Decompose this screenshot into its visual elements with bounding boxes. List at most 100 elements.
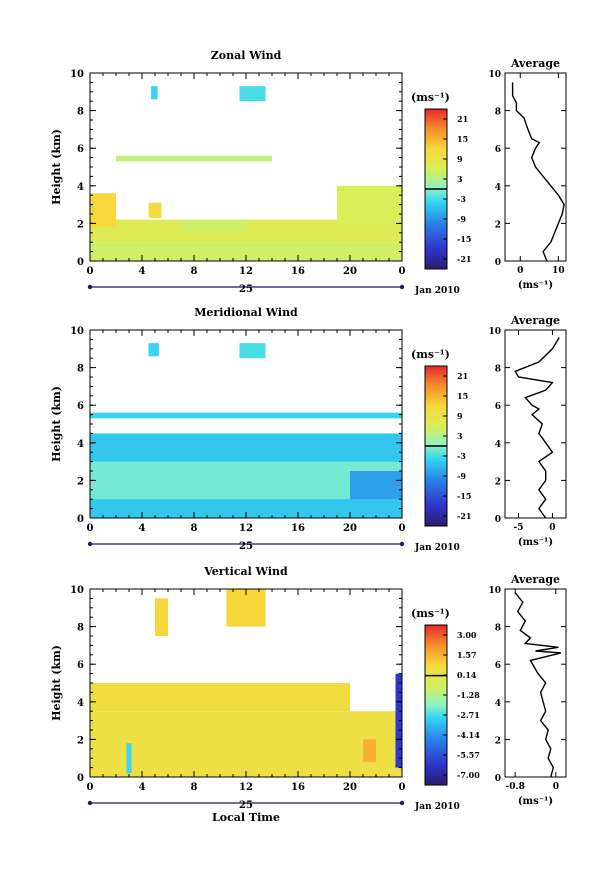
y-tick-label: 4 <box>77 698 84 709</box>
heatmap-cell <box>90 711 402 777</box>
x-tick-label: 20 <box>343 523 357 534</box>
colorbar-tick-label: -5.57 <box>457 750 480 760</box>
date-label: Jan 2010 <box>414 286 460 296</box>
heatmap-cell <box>395 673 402 768</box>
colorbar: (ms⁻¹) 3.00 1.57 0.14 -1.28 -2.71 -4.14 -5.57 -7… <box>411 607 480 786</box>
heatmap-cell <box>90 193 116 228</box>
colorbar-tick-label: -9 <box>457 214 466 224</box>
y-tick-label: 2 <box>77 219 84 230</box>
x-tick-label: 0 <box>399 266 406 277</box>
average-x-tick-label: 0 <box>517 266 523 276</box>
average-x-axis-label: (ms⁻¹) <box>518 537 553 548</box>
colorbar-tick-label: -3 <box>457 451 466 461</box>
x-tick-label: 8 <box>191 523 198 534</box>
heatmap-cell <box>337 185 402 228</box>
heatmap-cell <box>126 743 132 774</box>
average-y-tick-label: 8 <box>495 624 501 634</box>
colorbar-tick-label: 1.57 <box>457 650 476 660</box>
colorbar-tick-label: 9 <box>457 411 463 421</box>
y-tick-label: 10 <box>70 585 84 596</box>
day-label: 25 <box>239 284 253 295</box>
average-y-tick-label: 10 <box>488 327 501 337</box>
average-profile-line <box>514 337 560 519</box>
colorbar-tick-label: -4.14 <box>457 730 480 740</box>
heatmap-cell <box>226 589 266 627</box>
average-y-tick-label: 8 <box>495 108 501 118</box>
colorbar-tick-label: 15 <box>457 134 468 144</box>
date-label: Jan 2010 <box>414 543 460 553</box>
x-tick-label: 8 <box>191 782 198 793</box>
x-tick-label: 4 <box>139 523 146 534</box>
panel-title: Vertical Wind <box>203 565 288 578</box>
x-tick-label: 0 <box>399 782 406 793</box>
average-x-tick-label: -0.8 <box>505 782 524 792</box>
panel-title: Zonal Wind <box>211 49 282 62</box>
heatmap-cell <box>148 343 159 357</box>
average-x-tick-label: 0 <box>549 523 555 533</box>
average-x-tick-label: 10 <box>552 266 565 276</box>
colorbar-tick-label: -3 <box>457 194 466 204</box>
colorbar-tick-label: 3.00 <box>457 630 477 640</box>
average-y-tick-label: 0 <box>495 774 501 784</box>
y-tick-label: 6 <box>77 401 84 412</box>
average-x-tick-label: 0 <box>553 782 559 792</box>
x-tick-label: 0 <box>87 782 94 793</box>
heatmap-cell <box>90 242 402 261</box>
x-tick-label: 12 <box>239 266 253 277</box>
y-tick-label: 8 <box>77 364 84 375</box>
average-y-tick-label: 4 <box>495 183 501 193</box>
y-axis-label: Height (km) <box>50 129 63 205</box>
average-y-tick-label: 8 <box>495 365 501 375</box>
panel-title: Meridional Wind <box>194 306 298 319</box>
heatmap-cell <box>181 219 246 231</box>
y-axis-label: Height (km) <box>50 386 63 462</box>
average-y-tick-label: 2 <box>495 736 501 746</box>
heatmap-cell <box>239 86 266 102</box>
heatmap-cell <box>151 86 158 100</box>
colorbar: (ms⁻¹) 21 15 9 3 -3 -9 -15 -21 <box>411 348 471 527</box>
y-tick-label: 0 <box>77 257 84 268</box>
x-tick-label: 4 <box>139 782 146 793</box>
colorbar-tick-label: 0.14 <box>457 670 477 680</box>
x-tick-label: 20 <box>343 782 357 793</box>
average-y-tick-label: 2 <box>495 220 501 230</box>
x-tick-label: 20 <box>343 266 357 277</box>
day-label: 25 <box>239 541 253 552</box>
colorbar-tick-label: -7.00 <box>457 770 480 780</box>
day-label: 25 <box>239 800 253 811</box>
colorbar-unit: (ms⁻¹) <box>411 91 450 104</box>
y-tick-label: 10 <box>70 69 84 80</box>
heatmap-cell <box>239 343 266 359</box>
x-tick-label: 8 <box>191 266 198 277</box>
average-x-axis-label: (ms⁻¹) <box>518 280 553 291</box>
average-y-tick-label: 0 <box>495 515 501 525</box>
colorbar-tick-label: -2.71 <box>457 710 480 720</box>
colorbar-unit: (ms⁻¹) <box>411 607 450 620</box>
y-tick-label: 0 <box>77 514 84 525</box>
average-y-tick-label: 6 <box>495 661 501 671</box>
y-axis-label: Height (km) <box>50 645 63 721</box>
y-tick-label: 6 <box>77 144 84 155</box>
y-tick-label: 6 <box>77 660 84 671</box>
average-y-tick-label: 0 <box>495 258 501 268</box>
x-tick-label: 0 <box>87 523 94 534</box>
average-y-tick-label: 2 <box>495 477 501 487</box>
y-tick-label: 10 <box>70 326 84 337</box>
colorbar-tick-label: 3 <box>457 431 463 441</box>
x-tick-label: 0 <box>87 266 94 277</box>
average-profile: Average 0 2 4 6 8 10 0 10 (ms⁻¹) <box>488 57 567 291</box>
average-y-tick-label: 10 <box>488 586 501 596</box>
average-y-tick-label: 6 <box>495 145 501 155</box>
y-tick-label: 2 <box>77 476 84 487</box>
y-tick-label: 8 <box>77 623 84 634</box>
y-tick-label: 0 <box>77 773 84 784</box>
average-profile-line <box>511 82 565 262</box>
x-tick-label: 16 <box>291 782 305 793</box>
x-tick-label: 12 <box>239 523 253 534</box>
heatmap-field <box>90 589 402 777</box>
heatmap-field <box>90 86 402 261</box>
